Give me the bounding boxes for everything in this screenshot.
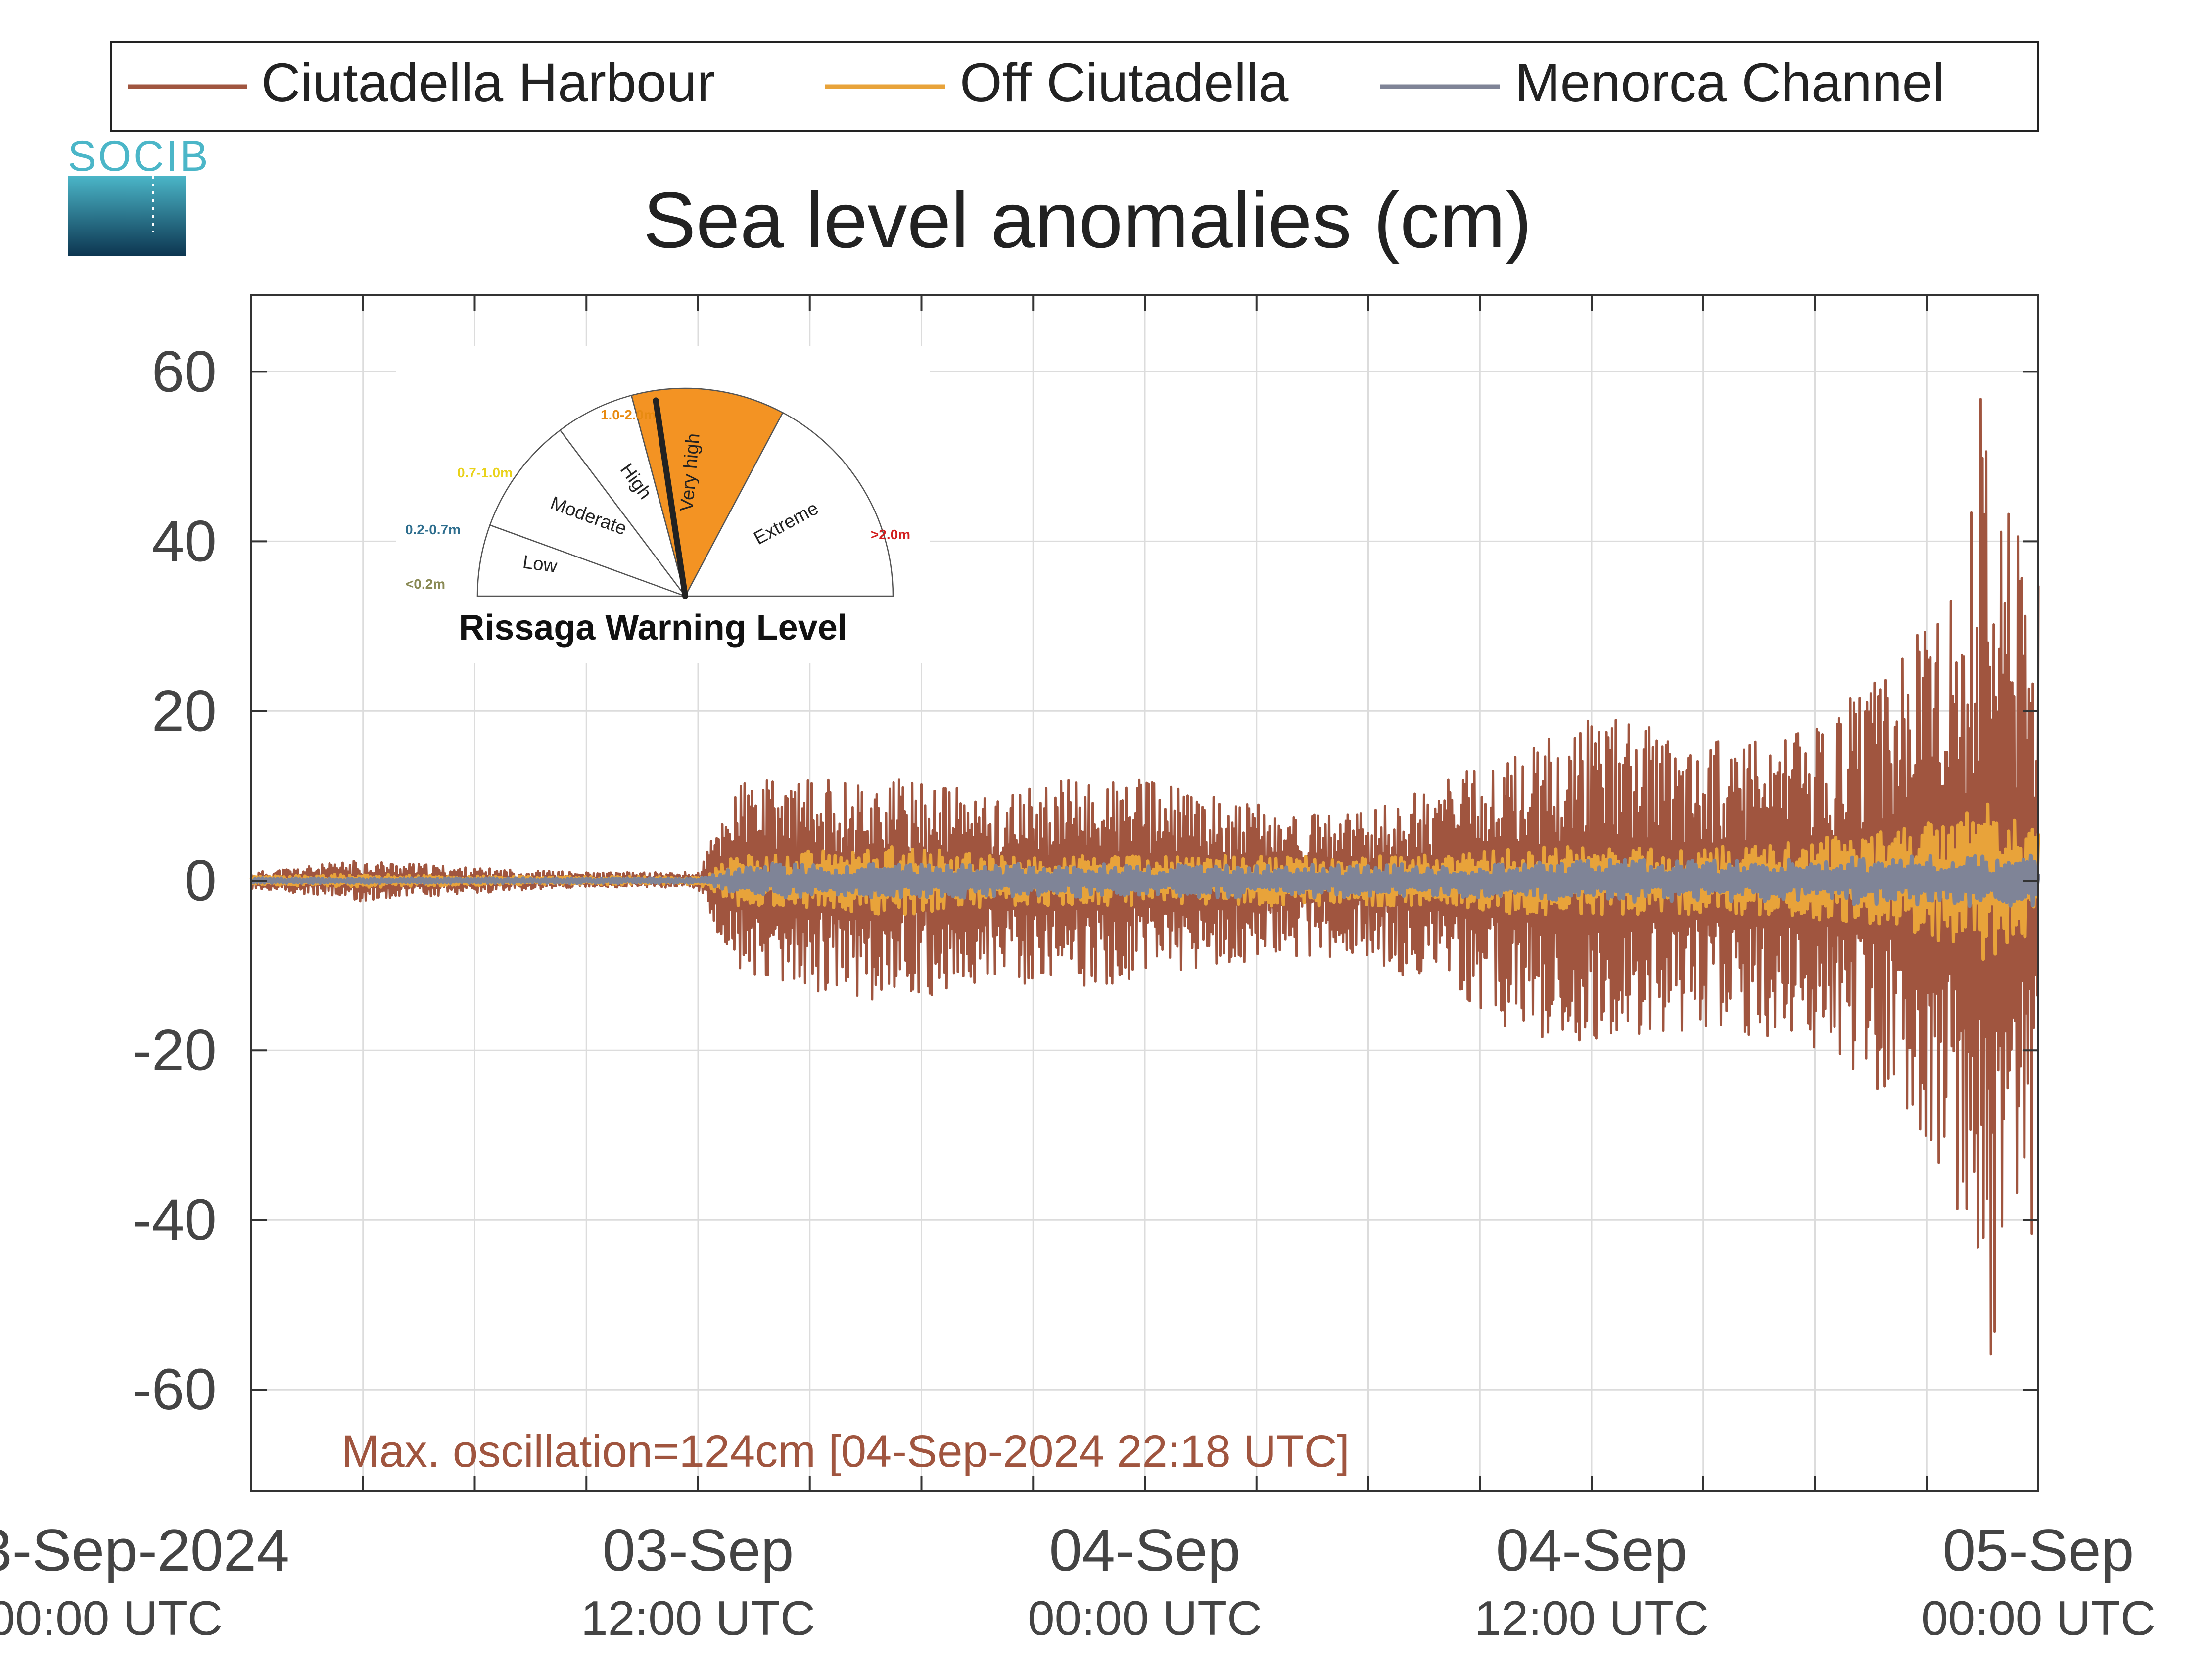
y-tick-label: -60 [132, 1357, 217, 1422]
gauge-range-label: 0.2-0.7m [405, 522, 461, 537]
legend-label-off-ciutadella: Off Ciutadella [960, 52, 1289, 113]
series-line-menorca-channel [249, 853, 2040, 908]
axis-ticks [251, 295, 2038, 1491]
legend: Ciutadella Harbour Off Ciutadella Menorc… [110, 41, 2039, 132]
gauge-range-label: 1.0-2.0m [601, 407, 656, 422]
x-axis: 03-Sep-2024 00:00 UTC 03-Sep 12:00 UTC 04-Se… [0, 1517, 2156, 1645]
gauge-needle [653, 397, 688, 599]
x-tick-label-time: 12:00 UTC [1474, 1591, 1709, 1645]
gauge-range-label: 0.7-1.0m [457, 465, 513, 480]
x-tick-label-time: 00:00 UTC [1028, 1591, 1262, 1645]
rissaga-warning-gauge: Low <0.2m Moderate 0.2-0.7m High 0.7-1.0m Very… [396, 346, 930, 663]
gauge-title: Rissaga Warning Level [459, 608, 847, 648]
socib-logo: SOCIB [68, 133, 210, 256]
gauge-sector-moderate [489, 429, 687, 598]
x-tick-label-date: 04-Sep [1496, 1517, 1688, 1583]
series-line-ciutadella-harbour [250, 398, 2040, 1356]
x-tick-label-time: 00:00 UTC [1921, 1591, 2156, 1645]
y-tick-label: 20 [152, 678, 217, 743]
gauge-range-label: >2.0m [871, 527, 910, 542]
y-tick-label: 0 [184, 848, 217, 913]
gauge-range-label: <0.2m [406, 576, 445, 592]
series-line-off-ciutadella [249, 802, 2040, 961]
legend-label-ciutadella-harbour: Ciutadella Harbour [261, 52, 715, 113]
legend-box [110, 41, 2039, 132]
socib-logo-text: SOCIB [68, 133, 210, 180]
y-tick-label: 40 [152, 509, 217, 574]
y-tick-label: 60 [152, 339, 217, 404]
gauge-level-label: Low [521, 552, 559, 577]
x-tick-label-date: 03-Sep [603, 1517, 794, 1583]
max-oscillation-annotation: Max. oscillation=124cm [04-Sep-2024 22:1… [341, 1426, 1350, 1477]
y-tick-label: -20 [132, 1018, 217, 1083]
legend-label-menorca-channel: Menorca Channel [1515, 52, 1944, 113]
gauge-sectors [476, 387, 894, 598]
y-tick-label: -40 [132, 1187, 217, 1253]
y-axis: 60 40 20 0 -20 -40 -60 [132, 339, 217, 1422]
series-layer [249, 398, 2040, 1356]
gauge-sector-very-high [630, 387, 784, 598]
x-tick-label-time: 00:00 UTC [0, 1591, 223, 1645]
x-tick-label-date: 05-Sep [1943, 1517, 2134, 1583]
x-tick-label-time: 12:00 UTC [581, 1591, 815, 1645]
gauge-sector-high [559, 394, 686, 597]
gauge-sector-low [476, 524, 686, 597]
socib-logo-mark [68, 176, 186, 256]
x-tick-label-date: 04-Sep [1049, 1517, 1241, 1583]
gauge-sector-extreme [684, 412, 894, 597]
chart-title: Sea level anomalies (cm) [643, 176, 1532, 264]
x-tick-label-date: 03-Sep-2024 [0, 1517, 289, 1583]
